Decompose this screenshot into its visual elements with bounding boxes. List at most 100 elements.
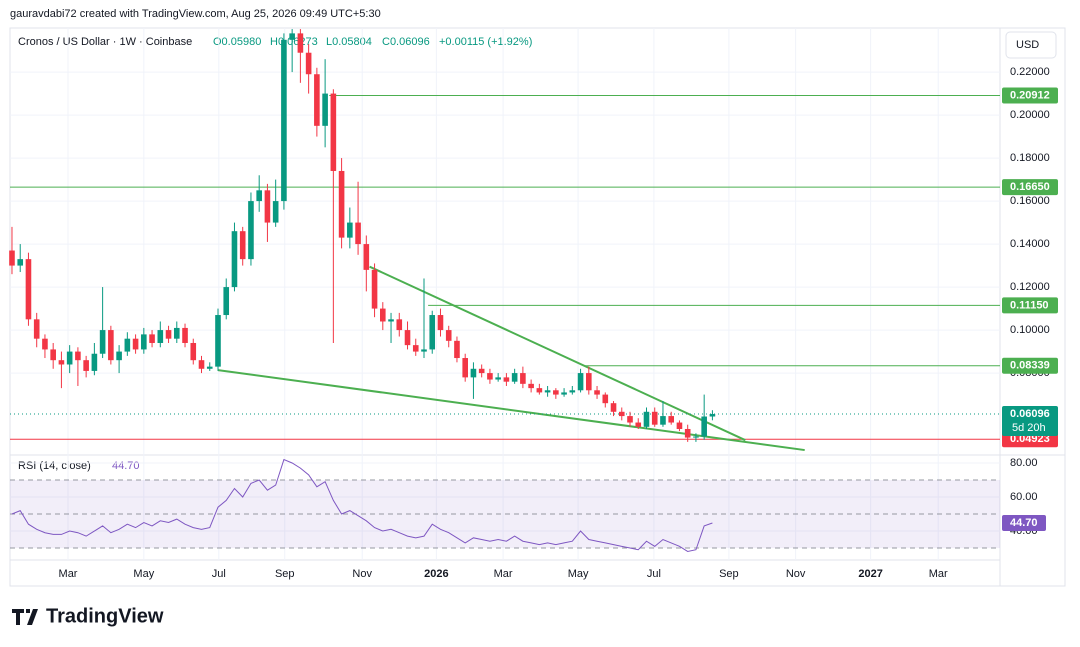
candle-body — [528, 383, 534, 389]
candle-body — [660, 416, 666, 425]
candle-body — [610, 403, 617, 412]
candle-body — [709, 414, 716, 417]
candle-body — [569, 390, 576, 393]
candle-body — [511, 373, 518, 382]
candle-body — [693, 436, 699, 438]
rsi-tick-label: 80.00 — [1010, 457, 1038, 469]
candle-body — [264, 190, 271, 223]
candle-body — [182, 327, 188, 343]
candle-body — [281, 39, 287, 202]
x-tick-label: 2026 — [424, 568, 448, 580]
x-tick-label: Mar — [59, 568, 78, 580]
symbol: Cronos / US Dollar · 1W · Coinbase — [18, 36, 192, 48]
y-tick-label: 0.14000 — [1010, 238, 1050, 250]
x-tick-label: Nov — [786, 568, 806, 580]
rsi-last-label: 44.70 — [1010, 517, 1038, 529]
candle-body — [206, 366, 213, 369]
candle-body — [50, 349, 56, 361]
candle-body — [314, 74, 320, 126]
candle-body — [289, 33, 295, 40]
candle-body — [165, 330, 172, 339]
candle-body — [347, 222, 353, 238]
currency: USD — [1016, 39, 1039, 51]
candle-body — [157, 330, 164, 343]
x-tick-label: Mar — [929, 568, 948, 580]
candle-body — [363, 244, 370, 270]
rsi-line — [11, 458, 713, 552]
level-label-bg — [1002, 179, 1058, 196]
rsi-tick-label: 60.00 — [1010, 491, 1038, 503]
candle-body — [297, 33, 304, 53]
candle-body — [388, 319, 394, 322]
x-tick-label: Nov — [352, 568, 372, 580]
candle-body — [421, 349, 427, 352]
currency-button[interactable] — [1005, 31, 1057, 59]
candle-body — [651, 411, 658, 425]
level-label: 0.04923 — [1010, 433, 1050, 445]
x-tick-label: Mar — [494, 568, 513, 580]
candle-body — [553, 390, 559, 395]
candle-body — [627, 416, 633, 423]
x-tick-label: Jul — [647, 568, 661, 580]
ohlc-low: L0.05804 — [326, 36, 372, 48]
header: gauravdabi72 created with TradingView.co… — [10, 8, 381, 20]
candle-body — [412, 345, 419, 352]
candle-body — [602, 394, 609, 404]
legend: Cronos / US Dollar · 1W · Coinbase O0.05… — [18, 36, 532, 48]
level-label: 0.20912 — [1010, 89, 1050, 101]
candle-body — [379, 308, 386, 322]
x-tick-label: 2027 — [858, 568, 882, 580]
rsi-label-bg — [1002, 515, 1046, 532]
trendline — [217, 369, 805, 452]
candle-body — [42, 338, 48, 350]
candle-body — [676, 422, 683, 429]
candle-body — [173, 327, 180, 339]
candle-body — [445, 330, 452, 341]
x-tick-label: May — [568, 568, 589, 580]
y-tick-label: 0.20000 — [1010, 109, 1050, 121]
candle-body — [248, 201, 254, 260]
candle-body — [17, 259, 24, 266]
ohlc-change: +0.00115 (+1.92%) — [439, 36, 532, 48]
current-price-bg — [1002, 406, 1058, 437]
candle-body — [396, 319, 403, 331]
y-tick-label: 0.12000 — [1010, 281, 1050, 293]
level-label-bg — [1002, 87, 1058, 104]
ohlc-open: O0.05980 — [213, 36, 261, 48]
candle-body — [141, 334, 147, 350]
candle-body — [223, 287, 230, 316]
level-label: 0.11150 — [1010, 299, 1049, 311]
chart-frame — [9, 27, 1066, 587]
candle-body — [75, 351, 81, 361]
candle-body — [198, 360, 205, 369]
level-label: 0.16650 — [1010, 181, 1050, 193]
candle-body — [91, 353, 98, 371]
candle-body — [124, 338, 131, 352]
candle-body — [239, 231, 246, 260]
y-tick-label: 0.10000 — [1010, 324, 1050, 336]
candle-body — [429, 315, 436, 350]
candle-body — [635, 422, 642, 427]
candle-body — [99, 330, 106, 354]
candle-body — [536, 388, 543, 393]
logo-text: TradingView — [46, 605, 164, 627]
candle-body — [215, 315, 221, 367]
y-tick-label: 0.22000 — [1010, 66, 1050, 78]
candle-body — [33, 319, 40, 339]
candle-body — [544, 390, 551, 393]
ohlc-close: C0.06096 — [382, 36, 430, 48]
candle-body — [520, 373, 526, 384]
level-label-bg — [1002, 297, 1058, 314]
candle-body — [684, 428, 691, 438]
candle-body — [83, 360, 89, 371]
rsi-name: RSI (14, close) — [18, 460, 91, 472]
candle-body — [495, 377, 501, 380]
candle-body — [478, 368, 485, 374]
x-tick-label: Sep — [275, 568, 295, 580]
candle-body — [470, 368, 477, 378]
logo-icon — [12, 609, 38, 625]
candle-body — [701, 416, 707, 437]
x-tick-label: Sep — [719, 568, 739, 580]
candle-body — [594, 390, 600, 395]
